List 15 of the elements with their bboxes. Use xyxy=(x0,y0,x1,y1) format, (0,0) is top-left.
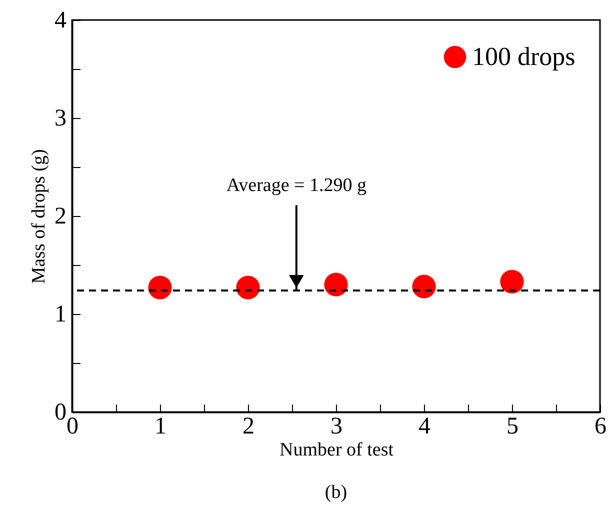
text: (b) xyxy=(324,482,348,503)
x-tick-label: 3 xyxy=(330,414,342,440)
annotation: Average = 1.290 g xyxy=(226,175,367,196)
y-tick-label: 3 xyxy=(54,106,66,132)
x-tick-label: 1 xyxy=(154,414,166,440)
x-tick-label: 2 xyxy=(242,414,254,440)
x-tick-label: 6 xyxy=(594,414,606,440)
x-tick-label: 4 xyxy=(418,414,430,440)
y-tick-label: 1 xyxy=(54,302,66,328)
y-tick-label: 2 xyxy=(54,204,66,230)
y-axis-title: Mass of drops (g) xyxy=(28,149,50,284)
legend-label: 100 drops xyxy=(472,42,576,71)
x-tick-label: 5 xyxy=(506,414,518,440)
y-tick-label: 4 xyxy=(54,8,66,34)
x-axis-title: Number of test xyxy=(280,440,394,460)
